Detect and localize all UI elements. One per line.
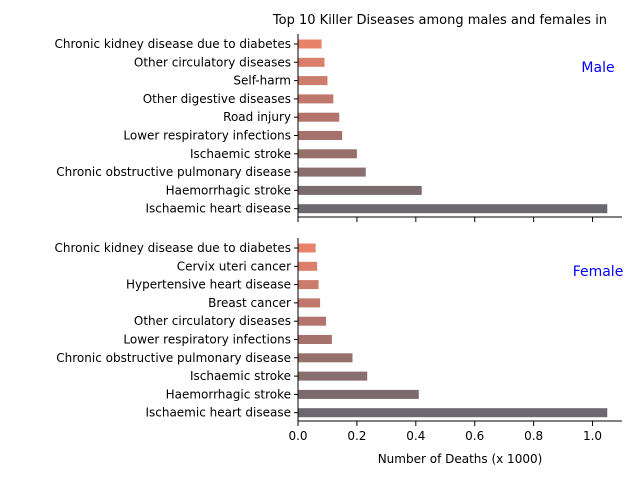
y-tick-label: Ischaemic stroke [190,147,291,161]
y-tick-label: Hypertensive heart disease [126,278,291,292]
bar [298,298,321,308]
bar [298,76,328,86]
bar [298,371,368,381]
bar [298,280,319,290]
bar [298,408,608,418]
y-tick-label: Cervix uteri cancer [177,259,291,273]
y-tick-label: Other digestive diseases [143,92,291,106]
y-tick-label: Chronic obstructive pulmonary disease [56,165,291,179]
bar [298,316,326,326]
bar [298,261,318,271]
bar [298,335,332,344]
y-tick-label: Ischaemic heart disease [145,406,291,420]
x-tick-label: 0.0 [288,429,307,443]
y-tick-label: Chronic obstructive pulmonary disease [56,351,291,365]
x-tick-label: 0.6 [465,429,484,443]
panel-label: Female [573,264,624,280]
x-tick-label: 0.2 [347,429,366,443]
y-tick-label: Breast cancer [208,296,291,310]
x-tick-label: 1.0 [583,429,602,443]
y-tick-label: Haemorrhagic stroke [166,387,291,401]
panel-female: Chronic kidney disease due to diabetes Ce… [55,238,624,443]
y-tick-label: Ischaemic stroke [190,369,291,383]
bar [298,94,334,104]
bar [298,39,322,49]
y-tick-label: Lower respiratory infections [123,129,291,143]
x-tick-label: 0.8 [524,429,543,443]
panel-label: Male [581,60,614,76]
bar [298,57,325,67]
x-axis-label: Number of Deaths (x 1000) [378,452,543,466]
bar [298,243,316,253]
y-tick-label: Other circulatory diseases [134,55,291,69]
y-tick-label: Chronic kidney disease due to diabetes [55,37,291,51]
y-tick-label: Chronic kidney disease due to diabetes [55,241,291,255]
bar [298,112,340,122]
bar [298,185,422,195]
bar [298,149,357,159]
bar [298,204,608,214]
chart-title: Top 10 Killer Diseases among males and f… [272,13,607,28]
bar [298,131,343,140]
y-tick-label: Road injury [223,110,291,124]
panel-male: Chronic kidney disease due to diabetes Ot… [55,34,622,222]
bar [298,353,353,363]
bar [298,167,366,177]
y-tick-label: Other circulatory diseases [134,314,291,328]
x-tick-label: 0.4 [406,429,425,443]
y-tick-label: Self-harm [233,74,291,88]
y-tick-label: Lower respiratory infections [123,333,291,347]
y-tick-label: Haemorrhagic stroke [166,183,291,197]
bar [298,389,419,399]
y-tick-label: Ischaemic heart disease [145,202,291,216]
